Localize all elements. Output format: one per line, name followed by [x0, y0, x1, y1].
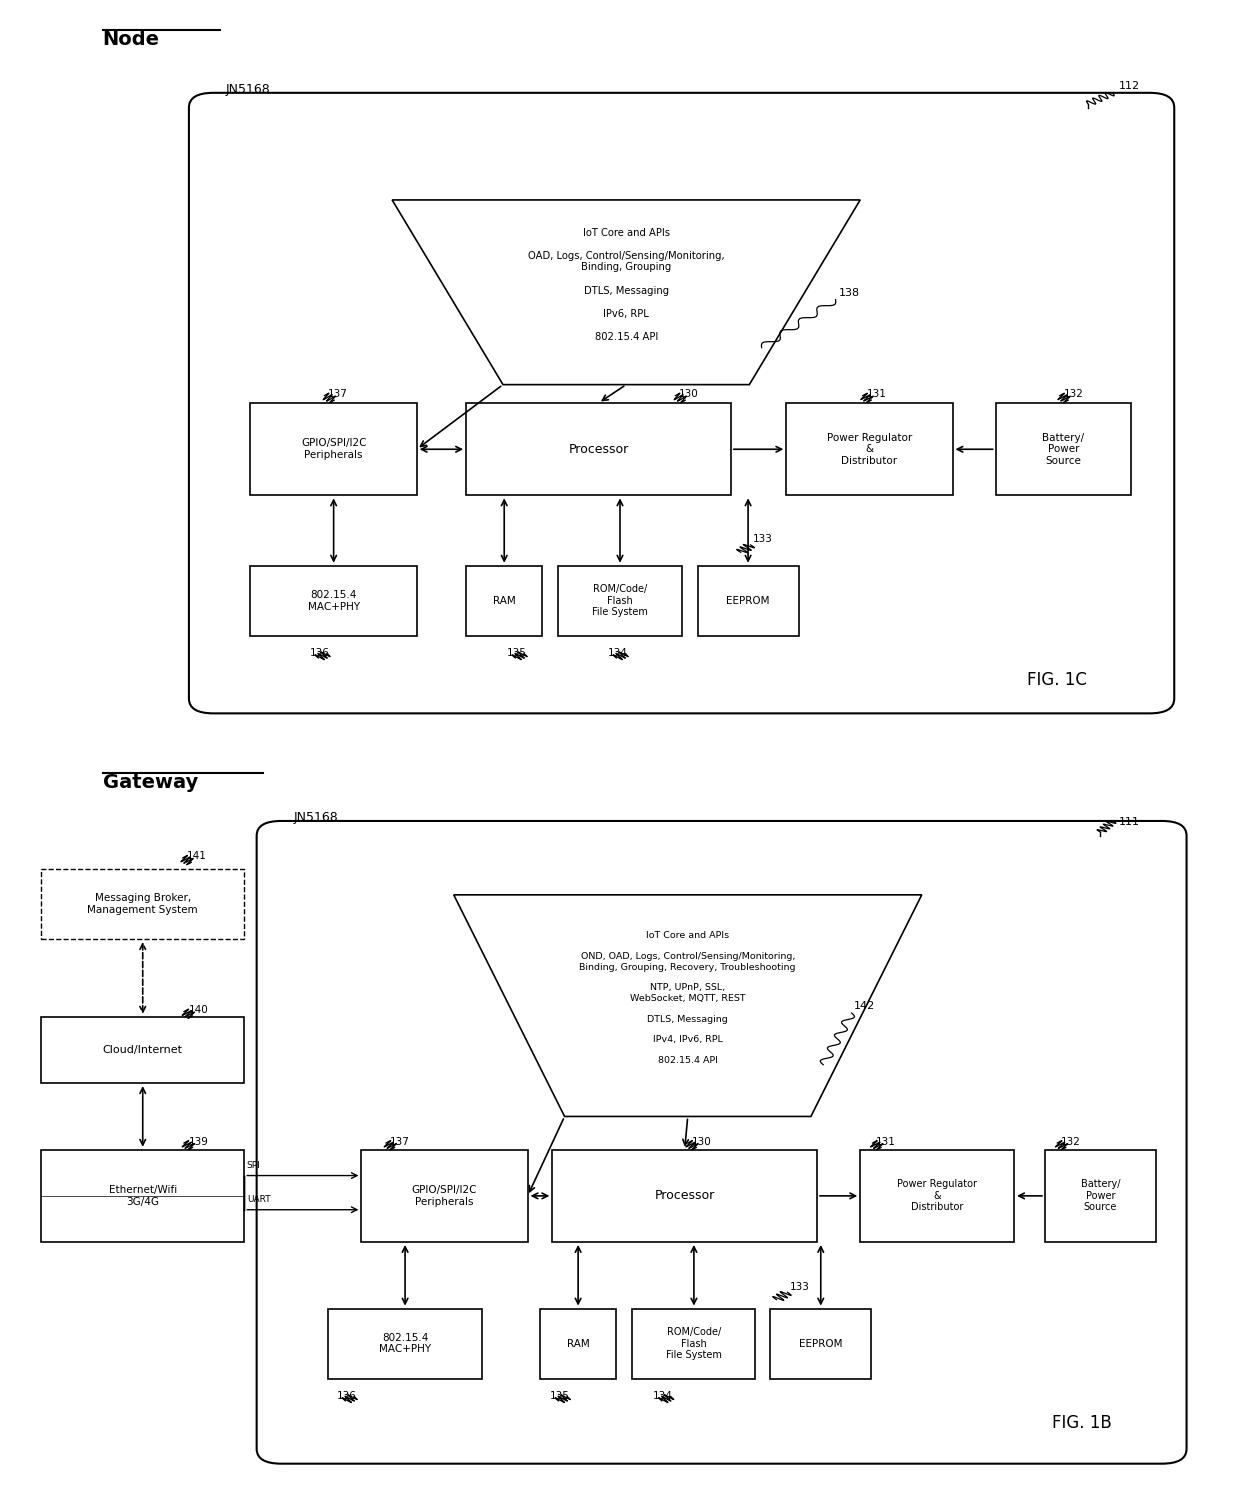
Text: UART: UART — [247, 1195, 270, 1204]
FancyBboxPatch shape — [632, 1308, 755, 1378]
Text: Gateway: Gateway — [103, 773, 198, 793]
Text: IoT Core and APIs

OND, OAD, Logs, Control/Sensing/Monitoring,
Binding, Grouping: IoT Core and APIs OND, OAD, Logs, Contro… — [579, 931, 796, 1065]
Text: Battery/
Power
Source: Battery/ Power Source — [1080, 1179, 1120, 1213]
Text: JN5168: JN5168 — [226, 83, 270, 95]
Text: 139: 139 — [188, 1137, 208, 1146]
Text: 135: 135 — [549, 1390, 569, 1401]
FancyBboxPatch shape — [41, 1016, 244, 1083]
Text: EEPROM: EEPROM — [799, 1338, 842, 1348]
Text: 142: 142 — [854, 1001, 875, 1012]
Text: 112: 112 — [1118, 80, 1140, 91]
Text: RAM: RAM — [492, 596, 516, 606]
Text: ROM/Code/
Flash
File System: ROM/Code/ Flash File System — [591, 584, 649, 617]
Text: 111: 111 — [1118, 817, 1140, 827]
Text: Processor: Processor — [655, 1189, 714, 1202]
Text: SPI: SPI — [247, 1161, 260, 1170]
Text: Ethernet/Wifi
3G/4G: Ethernet/Wifi 3G/4G — [109, 1185, 177, 1207]
Text: 130: 130 — [692, 1137, 712, 1146]
Text: Battery/
Power
Source: Battery/ Power Source — [1043, 432, 1085, 466]
Text: Processor: Processor — [568, 443, 629, 456]
Text: 136: 136 — [310, 648, 330, 657]
FancyBboxPatch shape — [1045, 1150, 1156, 1243]
Text: 132: 132 — [1064, 389, 1084, 399]
FancyBboxPatch shape — [539, 1308, 616, 1378]
Text: RAM: RAM — [567, 1338, 589, 1348]
FancyBboxPatch shape — [250, 404, 417, 496]
Text: JN5168: JN5168 — [294, 811, 339, 824]
Text: Messaging Broker,
Management System: Messaging Broker, Management System — [87, 894, 198, 915]
FancyBboxPatch shape — [188, 92, 1174, 714]
Text: 138: 138 — [839, 288, 861, 298]
FancyBboxPatch shape — [257, 821, 1187, 1463]
FancyBboxPatch shape — [996, 404, 1131, 496]
FancyBboxPatch shape — [466, 566, 542, 636]
Text: Power Regulator
&
Distributor: Power Regulator & Distributor — [898, 1179, 977, 1213]
Text: 802.15.4
MAC+PHY: 802.15.4 MAC+PHY — [308, 590, 360, 611]
FancyBboxPatch shape — [41, 1150, 244, 1243]
Text: FIG. 1B: FIG. 1B — [1052, 1414, 1112, 1432]
FancyBboxPatch shape — [786, 404, 952, 496]
Text: 141: 141 — [186, 851, 206, 861]
FancyBboxPatch shape — [466, 404, 730, 496]
Text: 131: 131 — [877, 1137, 897, 1146]
Text: Power Regulator
&
Distributor: Power Regulator & Distributor — [827, 432, 913, 466]
Text: FIG. 1C: FIG. 1C — [1027, 670, 1087, 688]
Text: 134: 134 — [653, 1390, 673, 1401]
Text: 135: 135 — [507, 648, 527, 657]
Text: IoT Core and APIs

OAD, Logs, Control/Sensing/Monitoring,
Binding, Grouping

DTL: IoT Core and APIs OAD, Logs, Control/Sen… — [528, 228, 724, 343]
Text: ROM/Code/
Flash
File System: ROM/Code/ Flash File System — [666, 1328, 722, 1360]
Text: 132: 132 — [1061, 1137, 1081, 1146]
Text: 136: 136 — [337, 1390, 357, 1401]
Text: 131: 131 — [867, 389, 887, 399]
Text: 134: 134 — [608, 648, 627, 657]
Text: Node: Node — [103, 30, 160, 49]
Text: GPIO/SPI/I2C
Peripherals: GPIO/SPI/I2C Peripherals — [412, 1185, 477, 1207]
Text: 140: 140 — [188, 1006, 208, 1015]
Text: 133: 133 — [753, 533, 773, 544]
Text: 802.15.4
MAC+PHY: 802.15.4 MAC+PHY — [379, 1334, 432, 1354]
FancyBboxPatch shape — [361, 1150, 528, 1243]
FancyBboxPatch shape — [770, 1308, 872, 1378]
FancyBboxPatch shape — [861, 1150, 1014, 1243]
Text: 137: 137 — [329, 389, 348, 399]
FancyBboxPatch shape — [329, 1308, 482, 1378]
Text: EEPROM: EEPROM — [727, 596, 770, 606]
Text: 137: 137 — [389, 1137, 409, 1146]
FancyBboxPatch shape — [552, 1150, 817, 1243]
Text: GPIO/SPI/I2C
Peripherals: GPIO/SPI/I2C Peripherals — [301, 438, 366, 460]
Text: 133: 133 — [790, 1281, 810, 1292]
FancyBboxPatch shape — [698, 566, 799, 636]
FancyBboxPatch shape — [41, 869, 244, 939]
Text: 130: 130 — [680, 389, 699, 399]
FancyBboxPatch shape — [558, 566, 682, 636]
FancyBboxPatch shape — [250, 566, 417, 636]
Text: Cloud/Internet: Cloud/Internet — [103, 1044, 182, 1055]
